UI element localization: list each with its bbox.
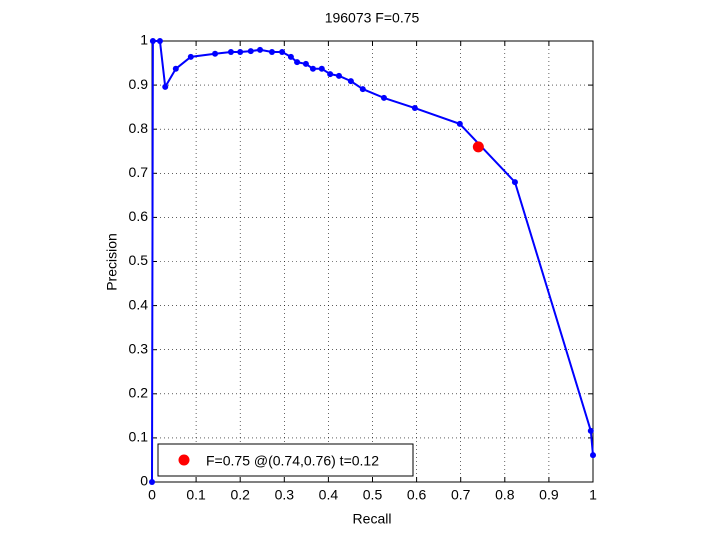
best-f-point: [472, 141, 484, 153]
point: [587, 427, 594, 434]
point: [162, 83, 169, 90]
point: [511, 179, 518, 186]
point: [411, 105, 418, 112]
pr-curve: [151, 40, 594, 483]
y-tick-label: 0.7: [129, 164, 149, 180]
x-tick-label: 0.7: [451, 487, 471, 503]
point: [309, 65, 316, 72]
point: [247, 48, 254, 55]
point: [172, 65, 179, 72]
y-tick-label: 1: [140, 32, 148, 48]
point: [227, 49, 234, 56]
x-tick-label: 0.9: [539, 487, 559, 503]
x-tick-label: 1: [589, 487, 597, 503]
point: [156, 38, 163, 44]
y-tick-label: 0.6: [129, 208, 149, 224]
x-tick-label: 0.2: [230, 487, 250, 503]
y-axis-label: Precision: [104, 233, 120, 291]
point: [268, 49, 275, 56]
x-tick-label: 0.4: [319, 487, 339, 503]
point: [237, 49, 244, 56]
x-tick-label: 0.5: [363, 487, 383, 503]
point: [347, 78, 354, 85]
point: [318, 65, 325, 72]
legend-marker: [178, 454, 190, 466]
y-tick-label: 0.2: [129, 385, 149, 401]
point: [590, 452, 596, 459]
x-tick-label: 0.1: [186, 487, 206, 503]
x-tick-label: 0.8: [495, 487, 515, 503]
point: [359, 86, 366, 93]
y-tick-label: 0.5: [129, 252, 149, 268]
point: [212, 50, 219, 57]
point: [380, 94, 387, 101]
y-tick-label: 0.4: [129, 296, 149, 312]
point: [335, 72, 342, 79]
point: [294, 59, 301, 66]
legend-box: [157, 443, 414, 477]
point: [279, 49, 286, 56]
y-tick-label: 0.8: [129, 120, 149, 136]
y-tick-label: 0: [140, 473, 148, 489]
x-tick-label: 0.3: [275, 487, 295, 503]
x-tick-label: 0.6: [407, 487, 427, 503]
point: [287, 53, 294, 60]
point: [257, 46, 264, 53]
y-tick-label: 0.3: [129, 340, 149, 356]
x-axis-label: Recall: [353, 511, 392, 527]
y-tick-label: 0.9: [129, 76, 149, 92]
point: [149, 38, 156, 44]
point: [302, 60, 309, 67]
point: [187, 53, 194, 60]
point: [149, 479, 155, 485]
point: [456, 120, 463, 127]
legend-label: F=0.75 @(0.74,0.76) t=0.12: [206, 453, 379, 469]
x-tick-label: 0: [148, 487, 156, 503]
point: [327, 71, 334, 78]
y-tick-label: 0.1: [129, 429, 149, 445]
chart-title: 196073 F=0.75: [325, 10, 420, 26]
